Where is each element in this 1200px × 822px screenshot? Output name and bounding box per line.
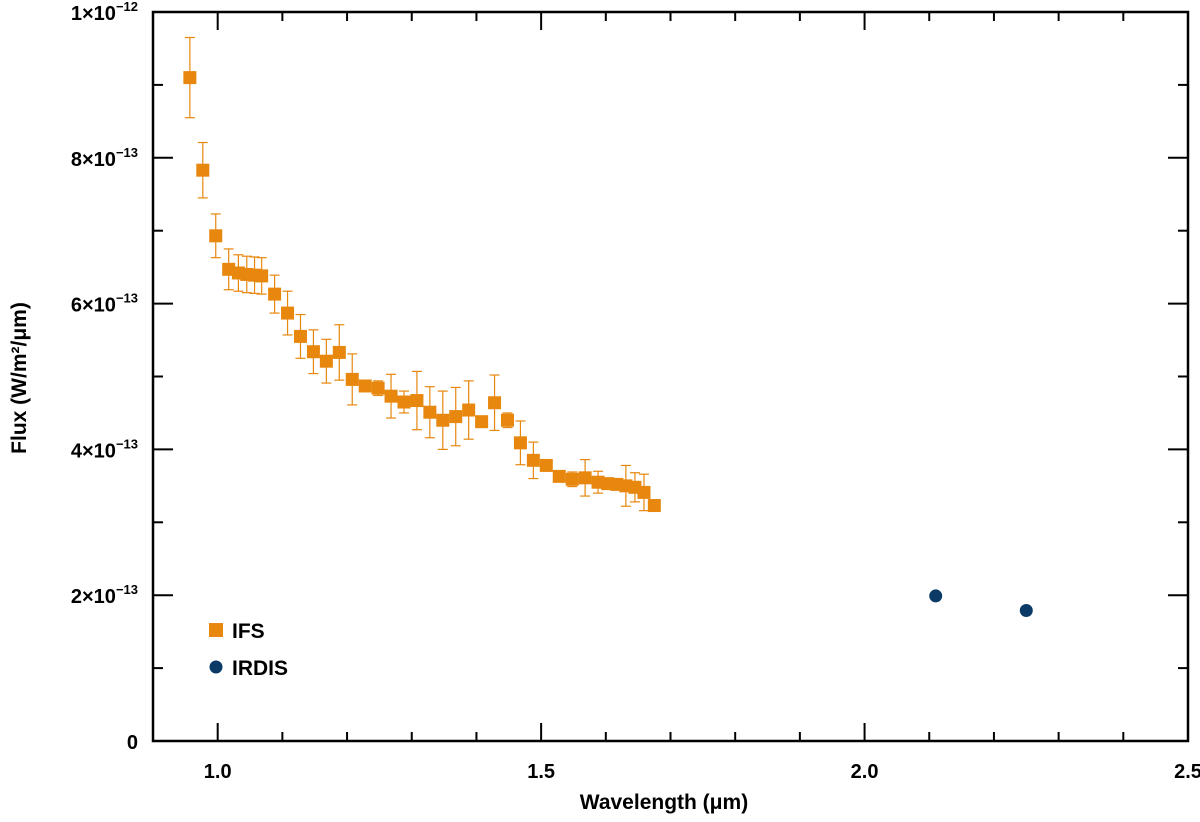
y-tick-base: 1×10: [71, 3, 116, 25]
y-tick-label: 2×10−13: [71, 582, 138, 608]
ifs-data-point: [281, 306, 295, 320]
y-tick-exponent: −13: [116, 145, 138, 160]
y-tick-base: 8×10: [71, 149, 116, 171]
y-tick-label: 8×10−13: [71, 145, 138, 171]
ifs-data-point: [423, 405, 437, 419]
ifs-data-point: [268, 287, 282, 301]
ifs-data-point: [293, 329, 307, 343]
ifs-data-point: [319, 354, 333, 368]
ifs-data-point: [513, 436, 527, 450]
ifs-data-point: [488, 396, 502, 410]
ifs-data-point: [565, 472, 579, 486]
ifs-data-point: [183, 71, 197, 85]
y-tick-label: 0: [127, 732, 138, 754]
ifs-data-point: [539, 458, 553, 472]
ifs-data-point: [578, 471, 592, 485]
x-tick-label: 2.0: [851, 761, 879, 783]
y-tick-exponent: −12: [116, 0, 138, 14]
y-axis-title: Flux (W/m²/μm): [8, 302, 31, 454]
ifs-data-point: [410, 394, 424, 408]
y-tick-label: 1×10−12: [71, 0, 138, 25]
ifs-data-point: [209, 229, 223, 243]
ifs-data-point: [500, 413, 514, 427]
y-tick-exponent: −13: [116, 582, 138, 597]
x-tick-label: 2.5: [1174, 761, 1200, 783]
ifs-data-point: [526, 453, 540, 467]
axis-ticks: [152, 11, 1189, 742]
plot-frame: [151, 10, 1190, 743]
y-tick-base: 0: [127, 732, 138, 754]
ifs-data-point: [436, 413, 450, 427]
ifs-data-point: [345, 372, 359, 386]
ifs-data-point: [332, 345, 346, 359]
legend-marker-irdis: [209, 660, 223, 674]
y-tick-exponent: −13: [116, 436, 138, 451]
legend-marker-ifs: [209, 623, 223, 637]
y-tick-exponent: −13: [116, 291, 138, 306]
data-markers: [183, 71, 1033, 618]
ifs-data-point: [384, 389, 398, 403]
ifs-data-point: [462, 403, 476, 417]
ifs-data-point: [647, 499, 661, 513]
ifs-data-point: [637, 485, 651, 499]
ifs-data-point: [196, 163, 210, 177]
y-tick-base: 4×10: [71, 440, 116, 462]
ifs-data-point: [449, 410, 463, 424]
ifs-data-point: [397, 395, 411, 409]
x-axis-title: Wavelength (μm): [580, 791, 748, 814]
irdis-data-point: [1019, 604, 1033, 618]
ifs-data-point: [255, 269, 269, 283]
irdis-data-point: [929, 589, 943, 603]
y-tick-labels: 02×10−134×10−136×10−138×10−131×10−12: [71, 0, 138, 754]
ifs-data-point: [371, 381, 385, 395]
y-tick-base: 2×10: [71, 586, 116, 608]
axes: [151, 10, 1190, 743]
ifs-data-point: [475, 415, 489, 429]
legend-label-ifs: IFS: [232, 620, 265, 643]
x-tick-label: 1.0: [204, 761, 232, 783]
x-tick-labels: 1.0 1.5 2.0 2.5: [204, 761, 1200, 783]
legend-label-irdis: IRDIS: [232, 657, 288, 680]
y-tick-label: 4×10−13: [71, 436, 138, 462]
legend: IFS IRDIS: [209, 620, 288, 680]
ifs-data-point: [552, 469, 566, 483]
ifs-data-point: [306, 345, 320, 359]
y-tick-base: 6×10: [71, 295, 116, 317]
y-tick-label: 6×10−13: [71, 291, 138, 317]
x-tick-label: 1.5: [527, 761, 555, 783]
ifs-data-point: [358, 379, 372, 393]
